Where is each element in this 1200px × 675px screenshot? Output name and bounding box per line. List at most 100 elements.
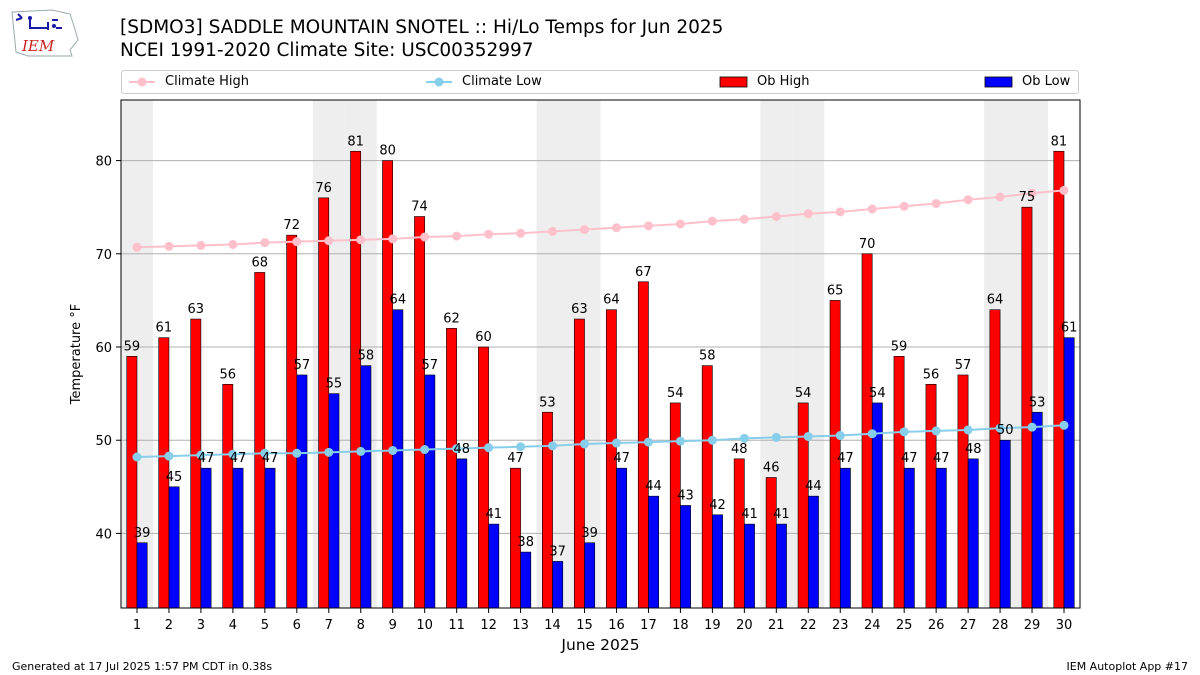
ob-low-bar (839, 467, 851, 609)
climate-low-point (675, 436, 685, 446)
ob-low-bar (1031, 411, 1043, 609)
ob-low-value-label: 53 (1029, 395, 1046, 410)
ob-high-bar (286, 234, 298, 609)
ob-low-value-label: 58 (358, 349, 375, 364)
ob-high-value-label: 64 (603, 293, 620, 308)
ob-low-bar (712, 514, 723, 609)
climate-low-point (132, 452, 142, 462)
ob-high-value-label: 67 (635, 265, 652, 280)
ob-high-bar (254, 272, 266, 609)
climate-high-point (931, 198, 941, 208)
climate-high-point (835, 207, 845, 217)
ob-high-value-label: 61 (156, 321, 173, 336)
climate-high-point (164, 241, 174, 251)
climate-high-point (388, 234, 398, 244)
climate-high-point (611, 223, 621, 233)
ob-low-bar (392, 309, 404, 609)
ob-low-bar (136, 542, 148, 609)
ob-low-value-label: 47 (262, 451, 279, 466)
x-tick-label: 21 (768, 618, 785, 633)
ob-low-value-label: 39 (134, 526, 151, 541)
climate-high-point (452, 231, 462, 241)
generated-timestamp: Generated at 17 Jul 2025 1:57 PM CDT in … (12, 660, 273, 673)
x-tick-label: 29 (1024, 618, 1041, 633)
ob-low-bar (520, 551, 532, 609)
ob-low-value-label: 44 (805, 479, 822, 494)
x-tick-label: 13 (512, 618, 529, 633)
climate-low-point (739, 433, 749, 443)
climate-low-point (420, 445, 430, 455)
climate-low-point (643, 437, 653, 447)
ob-high-value-label: 59 (124, 339, 141, 354)
x-tick-label: 22 (800, 618, 817, 633)
y-tick-label: 40 (95, 527, 112, 542)
legend-ob-low-swatch (984, 76, 1013, 88)
x-tick-label: 23 (832, 618, 849, 633)
legend-climate-low-label: Climate Low (462, 74, 542, 89)
ob-low-value-label: 57 (294, 358, 311, 373)
iem-logo-text: IEM (21, 37, 55, 55)
ob-high-value-label: 54 (795, 386, 812, 401)
x-tick-label: 25 (896, 618, 913, 633)
climate-low-point (196, 450, 206, 460)
climate-low-point (931, 426, 941, 436)
climate-low-point (771, 432, 781, 442)
legend-ob-high-swatch (719, 76, 748, 88)
x-tick-label: 26 (928, 618, 945, 633)
ob-high-value-label: 58 (699, 349, 716, 364)
climate-high-point (420, 232, 430, 242)
legend-climate-high-label: Climate High (165, 74, 250, 89)
x-tick-label: 17 (640, 618, 657, 633)
ob-high-bar (669, 402, 681, 609)
ob-low-bar (456, 458, 468, 609)
ob-high-bar (222, 383, 234, 609)
ob-high-value-label: 57 (955, 358, 972, 373)
ob-high-bar (1053, 150, 1065, 609)
ob-high-bar (893, 356, 905, 609)
climate-high-point (260, 238, 270, 248)
ob-low-bar (935, 467, 947, 609)
ob-low-value-label: 41 (485, 507, 502, 522)
ob-low-value-label: 54 (869, 386, 886, 401)
ob-low-bar (616, 467, 628, 609)
ob-low-bar (967, 458, 979, 609)
x-tick-label: 4 (229, 618, 237, 633)
ob-high-bar (765, 477, 777, 609)
climate-low-point (580, 439, 590, 449)
ob-low-value-label: 48 (965, 442, 982, 457)
y-tick-label: 50 (95, 434, 112, 449)
ob-low-value-label: 42 (709, 498, 726, 513)
climate-high-point (196, 240, 206, 250)
chart-title: [SDMO3] SADDLE MOUNTAIN SNOTEL :: Hi/Lo … (120, 17, 724, 38)
ob-low-bar (776, 523, 787, 609)
chart-subtitle: NCEI 1991-2020 Climate Site: USC00352997 (120, 40, 534, 61)
climate-high-line (136, 189, 1065, 249)
ob-high-bar (989, 309, 1001, 609)
ob-high-value-label: 63 (188, 302, 205, 317)
ob-high-bar (701, 365, 713, 609)
ob-low-bar (264, 467, 276, 609)
ob-low-value-label: 41 (741, 507, 758, 522)
climate-high-point (132, 242, 142, 252)
ob-high-bar (446, 328, 457, 609)
climate-low-point (1059, 420, 1069, 430)
climate-low-point (995, 423, 1005, 433)
x-tick-label: 8 (357, 618, 365, 633)
climate-high-point (771, 212, 781, 222)
climate-low-point (484, 443, 494, 453)
x-tick-label: 28 (992, 618, 1009, 633)
x-axis-label: June 2025 (560, 636, 639, 654)
ob-low-bar (328, 393, 340, 609)
climate-high-point (867, 204, 877, 214)
ob-high-bar (382, 160, 394, 609)
x-tick-label: 10 (416, 618, 433, 633)
ob-low-value-label: 47 (837, 451, 854, 466)
ob-high-bar (573, 318, 585, 609)
ob-high-value-label: 64 (987, 293, 1004, 308)
climate-low-point (548, 441, 558, 451)
x-tick-label: 24 (864, 618, 881, 633)
x-tick-label: 20 (736, 618, 753, 633)
ob-high-value-label: 63 (571, 302, 588, 317)
ob-low-value-label: 61 (1061, 321, 1078, 336)
climate-low-point (292, 448, 302, 458)
